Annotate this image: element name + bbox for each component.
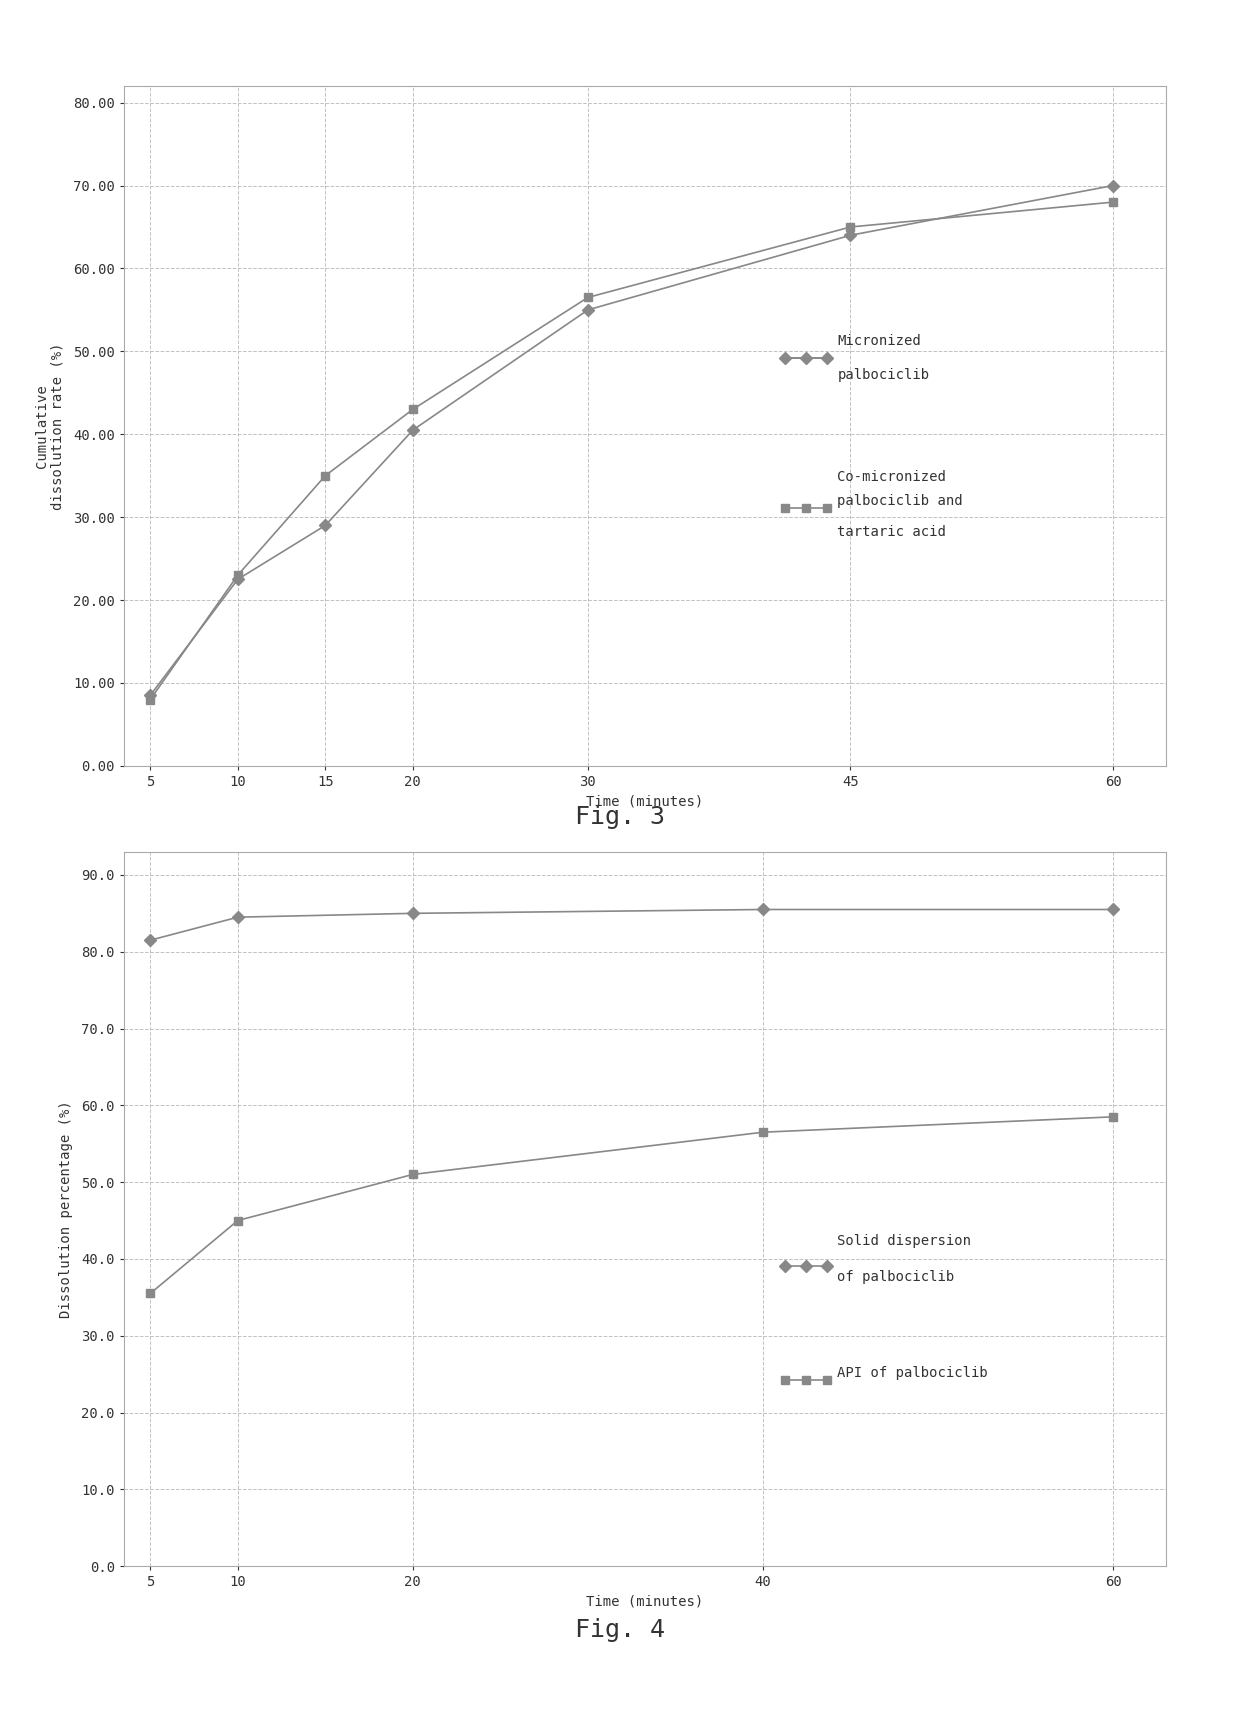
X-axis label: Time (minutes): Time (minutes) [587,1595,703,1609]
Text: Solid dispersion: Solid dispersion [837,1234,971,1248]
Text: palbociclib: palbociclib [837,368,930,382]
Text: of palbociclib: of palbociclib [837,1270,955,1284]
Text: Co-micronized: Co-micronized [837,470,946,484]
Text: Fig. 3: Fig. 3 [575,805,665,830]
Y-axis label: Dissolution percentage (%): Dissolution percentage (%) [60,1100,73,1318]
Text: Fig. 4: Fig. 4 [575,1618,665,1642]
X-axis label: Time (minutes): Time (minutes) [587,795,703,809]
Text: API of palbociclib: API of palbociclib [837,1366,988,1380]
Text: Micronized: Micronized [837,334,921,348]
Text: palbociclib and: palbociclib and [837,494,963,508]
Text: tartaric acid: tartaric acid [837,525,946,539]
Y-axis label: Cumulative
dissolution rate (%): Cumulative dissolution rate (%) [35,342,64,509]
